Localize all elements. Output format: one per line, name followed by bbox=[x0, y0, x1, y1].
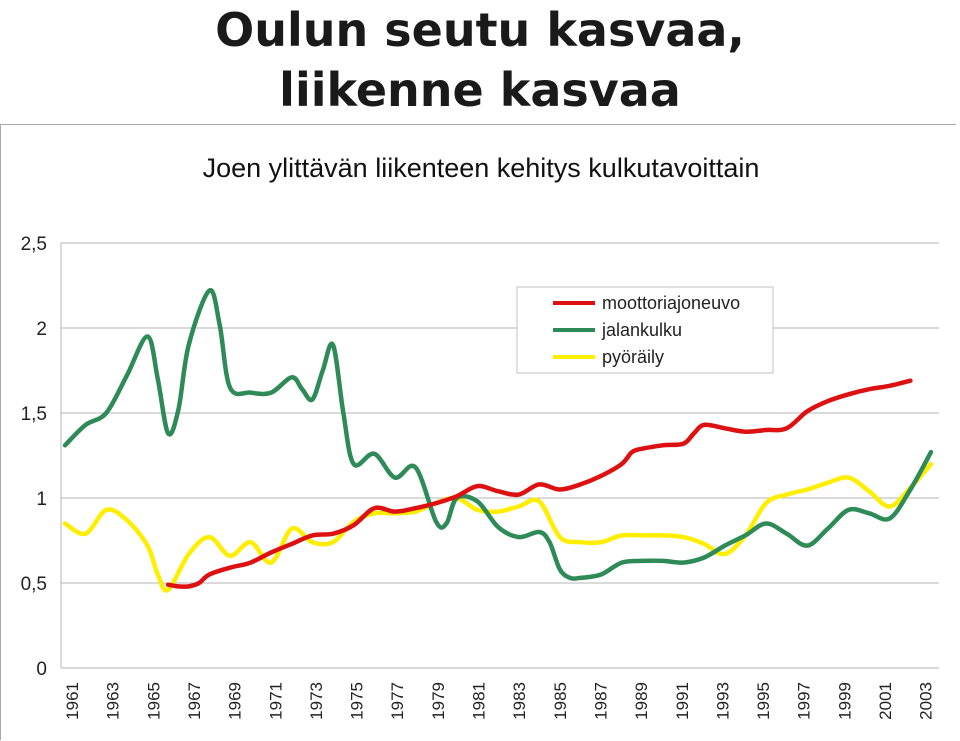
y-axis-tick-labels: 0 0,5 1 1,5 2 2,5 bbox=[21, 234, 47, 680]
x-tick-label: 2003 bbox=[917, 682, 936, 720]
chart-title: Joen ylittävän liikenteen kehitys kulkut… bbox=[203, 153, 760, 183]
x-tick-label: 1967 bbox=[185, 682, 204, 720]
y-tick-label: 1,5 bbox=[21, 404, 47, 425]
x-axis-tick-labels: 1961 1963 1965 1967 1969 1971 1973 1975 1977 1979… bbox=[63, 682, 936, 720]
x-tick-label: 1969 bbox=[226, 682, 245, 720]
x-tick-label: 1975 bbox=[348, 682, 367, 720]
slide-title: Oulun seutu kasvaa, liikenne kasvaa bbox=[0, 0, 960, 120]
legend-label-jalankulku: jalankulku bbox=[601, 320, 682, 340]
slide-title-line-2: liikenne kasvaa bbox=[279, 63, 681, 117]
x-tick-label: 1993 bbox=[713, 682, 732, 720]
series-line-jalankulku bbox=[62, 288, 934, 581]
x-tick-label: 1973 bbox=[307, 682, 326, 720]
y-tick-label: 0,5 bbox=[21, 574, 47, 595]
x-tick-label: 1961 bbox=[63, 682, 82, 720]
x-tick-label: 1997 bbox=[795, 682, 814, 720]
x-tick-label: 1977 bbox=[388, 682, 407, 720]
x-tick-label: 1995 bbox=[754, 682, 773, 720]
chart-frame: Joen ylittävän liikenteen kehitys kulkut… bbox=[0, 124, 956, 740]
slide-title-line-1: Oulun seutu kasvaa, bbox=[215, 3, 745, 57]
series-line-moottoriajoneuvo bbox=[165, 378, 913, 589]
y-tick-label: 0 bbox=[36, 659, 47, 680]
x-tick-label: 1985 bbox=[551, 682, 570, 720]
legend-label-pyöräily: pyöräily bbox=[602, 347, 664, 367]
legend: moottoriajoneuvo jalankulku pyöräily bbox=[516, 286, 774, 374]
y-tick-label: 2 bbox=[36, 319, 47, 340]
x-tick-label: 1981 bbox=[470, 682, 489, 720]
x-tick-label: 1983 bbox=[510, 682, 529, 720]
x-tick-label: 2001 bbox=[876, 682, 895, 720]
x-tick-label: 1999 bbox=[835, 682, 854, 720]
x-tick-label: 1989 bbox=[632, 682, 651, 720]
x-tick-label: 1963 bbox=[104, 682, 123, 720]
x-tick-label: 1971 bbox=[266, 682, 285, 720]
x-tick-label: 1987 bbox=[591, 682, 610, 720]
x-tick-label: 1965 bbox=[144, 682, 163, 720]
series-lines bbox=[62, 288, 934, 593]
x-tick-label: 1991 bbox=[673, 682, 692, 720]
legend-label-moottoriajoneuvo: moottoriajoneuvo bbox=[602, 293, 740, 313]
x-tick-label: 1979 bbox=[429, 682, 448, 720]
line-chart: Joen ylittävän liikenteen kehitys kulkut… bbox=[21, 153, 939, 720]
gridlines bbox=[60, 242, 939, 669]
y-tick-label: 1 bbox=[36, 489, 47, 510]
y-tick-label: 2,5 bbox=[21, 234, 47, 255]
